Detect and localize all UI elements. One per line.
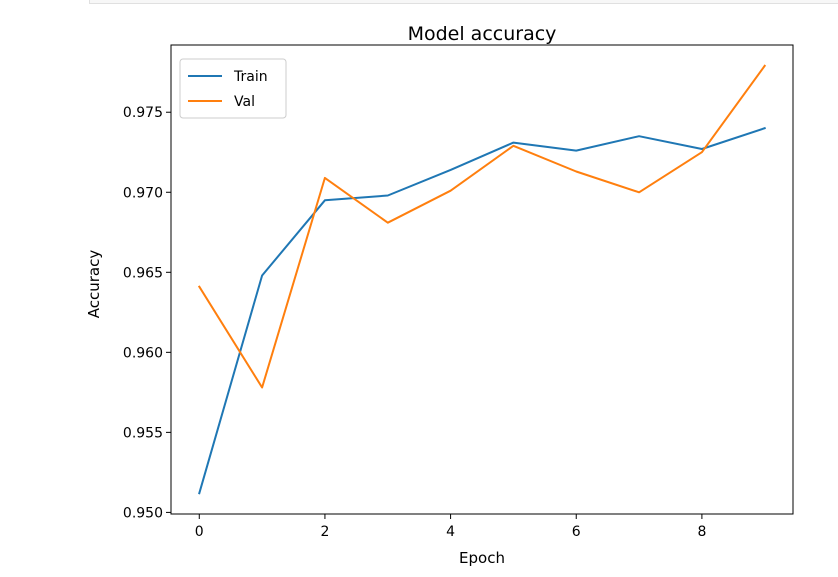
x-tick-label: 6 — [572, 524, 581, 540]
x-tick-label: 4 — [446, 524, 455, 540]
legend-box — [179, 58, 287, 119]
y-tick-label: 0.950 — [123, 505, 163, 521]
y-tick-label: 0.965 — [123, 265, 163, 281]
series-line-val — [197, 64, 767, 389]
x-axis-label: Epoch — [459, 549, 505, 567]
chart-title: Model accuracy — [408, 23, 557, 45]
y-tick-label: 0.955 — [123, 425, 163, 441]
y-axis-label: Accuracy — [85, 250, 103, 319]
x-tick-label: 2 — [320, 524, 329, 540]
legend-label-val: Val — [234, 94, 255, 110]
x-tick-label: 8 — [697, 524, 706, 540]
y-tick-label: 0.960 — [123, 345, 163, 361]
notebook-cell-border — [89, 0, 838, 4]
y-tick-label: 0.975 — [123, 105, 163, 121]
series-line-train — [198, 126, 766, 495]
plot-frame — [170, 44, 794, 515]
legend-label-train: Train — [233, 69, 268, 85]
y-tick-label: 0.970 — [123, 185, 163, 201]
x-tick-label: 0 — [195, 524, 204, 540]
